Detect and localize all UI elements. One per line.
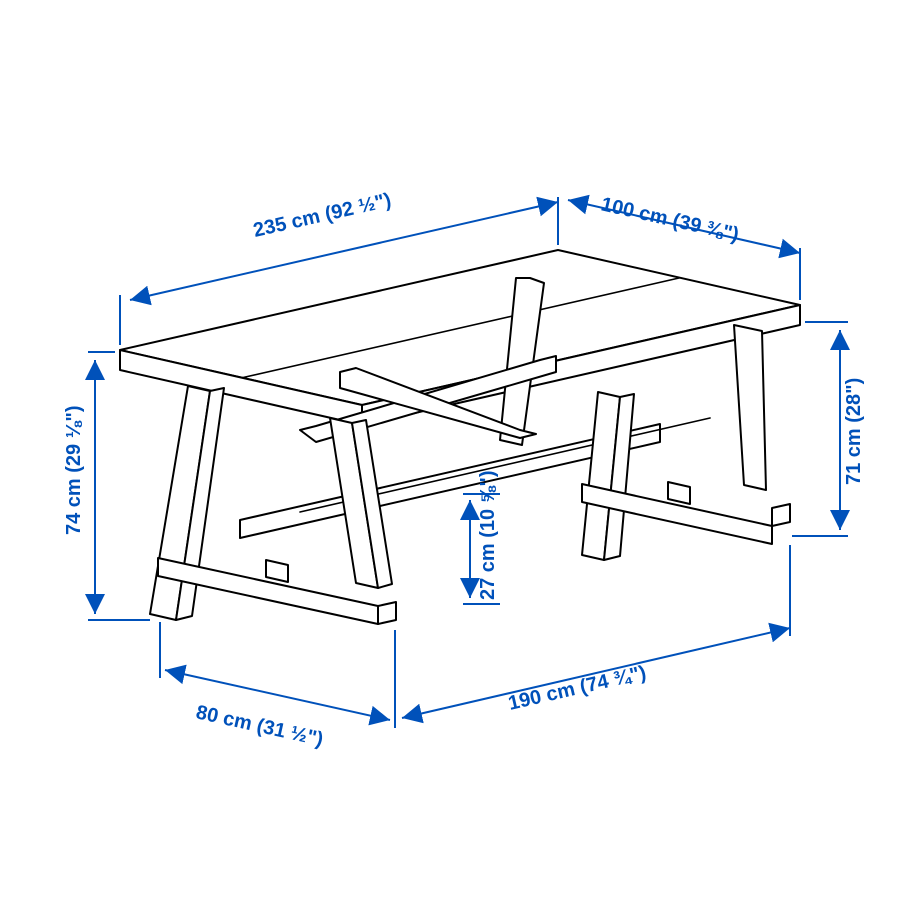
dim-label-stretcher: 27 cm (10 ⅝") (477, 470, 499, 600)
dim-label-width-top: 100 cm (39 ⅜") (599, 193, 741, 246)
dim-label-height-left: 74 cm (29 ⅛") (63, 405, 85, 535)
right-tenon (668, 482, 690, 504)
table-drawing (120, 250, 800, 624)
left-trestle-foot-side (378, 602, 396, 624)
dim-label-height-right: 71 cm (28") (843, 378, 865, 485)
dim-label-base-width: 80 cm (31 ½") (194, 701, 325, 751)
dim-label-length-top: 235 cm (92 ½") (251, 189, 393, 242)
dim-label-base-length: 190 cm (74 ¾") (506, 662, 648, 715)
leg-back-right (734, 325, 766, 490)
dimension-diagram: 235 cm (92 ½") 100 cm (39 ⅜") 74 cm (29 … (0, 0, 900, 900)
right-trestle-foot-side (772, 504, 790, 526)
left-tenon (266, 560, 288, 582)
